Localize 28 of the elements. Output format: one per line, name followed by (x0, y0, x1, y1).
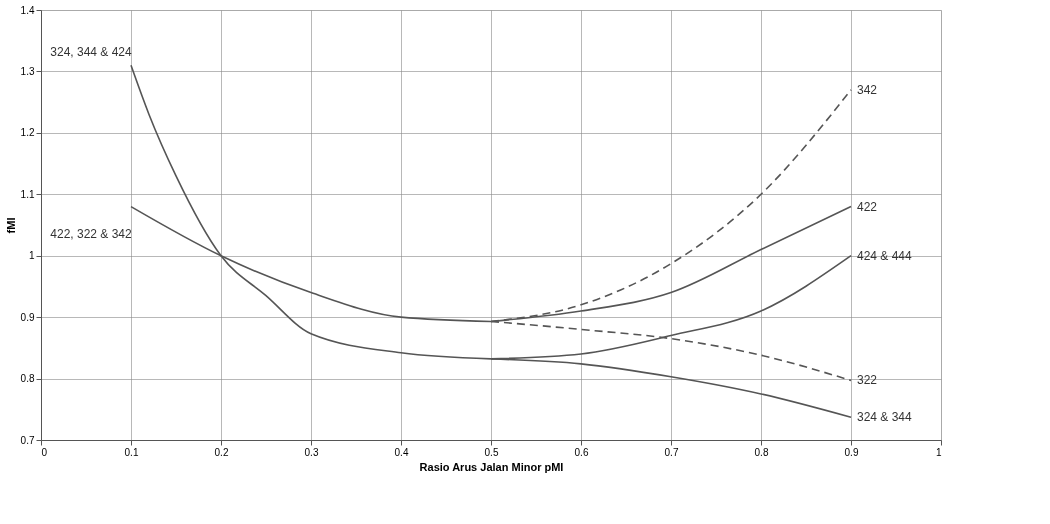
series-label: 342 (857, 82, 878, 97)
x-tick-label: 0.5 (484, 446, 499, 458)
x-axis-title: Rasio Arus Jalan Minor pMI (419, 460, 564, 473)
y-tick-label: 0.8 (20, 373, 35, 385)
x-tick-label: 0.8 (754, 446, 769, 458)
y-tick-label: 1.1 (20, 188, 35, 200)
y-tick-label: 1 (28, 250, 35, 262)
y-tick-label: 0.7 (20, 434, 35, 446)
x-tick-label: 0.6 (574, 446, 589, 458)
x-tick-label: 0.9 (844, 446, 859, 458)
series-label: 422, 322 & 342 (50, 226, 133, 241)
series-label: 322 (857, 373, 878, 388)
y-tick-label: 0.9 (20, 311, 35, 323)
x-tick-label: 0.2 (214, 446, 229, 458)
series-label: 324 & 344 (857, 410, 913, 425)
x-tick-label: 0.4 (394, 446, 409, 458)
x-tick-label: 0.1 (124, 446, 139, 458)
y-tick-label: 1.4 (20, 4, 35, 16)
y-tick-label: 1.3 (20, 65, 35, 77)
y-axis-title: fMI (4, 217, 17, 234)
y-tick-label: 1.2 (20, 127, 35, 139)
x-tick-label: 1 (935, 446, 942, 458)
x-tick-label: 0.3 (304, 446, 319, 458)
x-tick-label: 0.7 (664, 446, 679, 458)
x-tick-label: 0 (41, 446, 48, 458)
series-label: 422 (857, 199, 878, 214)
series-label: 324, 344 & 424 (50, 45, 133, 60)
series-label: 424 & 444 (857, 248, 913, 263)
